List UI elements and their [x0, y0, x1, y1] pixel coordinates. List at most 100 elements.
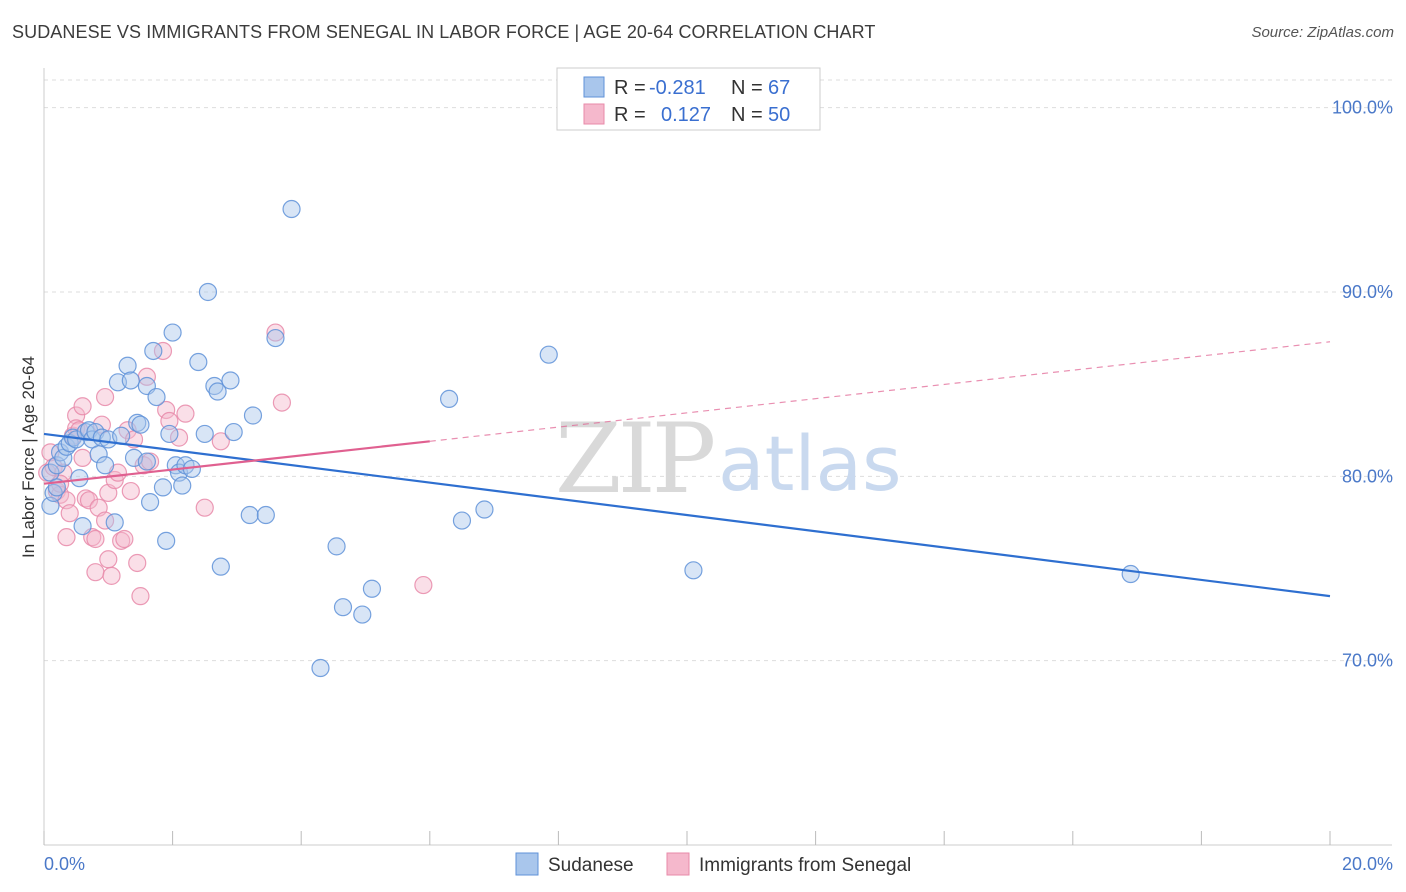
x-tick-label-1: 20.0% [1342, 854, 1393, 874]
bottom-legend-label-sudanese: Sudanese [548, 855, 634, 876]
gridlines [44, 79, 1392, 662]
sudanese-point-56 [311, 658, 330, 678]
senegal-point-39 [153, 341, 173, 361]
sudanese-point-37 [163, 323, 182, 342]
senegal-point-45 [211, 432, 230, 451]
sudanese-point-40 [173, 476, 192, 495]
senegal-point-48 [414, 575, 433, 595]
senegal-point-44 [195, 498, 214, 517]
legend-r-label-1: R = [614, 77, 646, 99]
sudanese-point-51 [240, 505, 259, 525]
sudanese-point-43 [189, 352, 208, 372]
senegal-point-26 [102, 566, 121, 585]
bottom-legend-label-senegal: Immigrants from Senegal [699, 855, 911, 876]
sudanese-point-57 [327, 537, 346, 556]
senegal-point-16 [79, 491, 99, 510]
sudanese-point-32 [144, 341, 163, 361]
senegal-point-6 [57, 528, 76, 547]
sudanese-point-46 [205, 376, 224, 396]
legend-n-label-1: N = [731, 77, 763, 99]
legend-r-label-2: R = [614, 104, 646, 126]
legend-swatch-sudanese [583, 76, 605, 98]
bottom-legend-swatch-senegal [666, 852, 690, 876]
sudanese-point-33 [147, 387, 166, 407]
senegal-point-41 [160, 411, 179, 431]
y-tick-label-1: 80.0% [1342, 466, 1393, 486]
sudanese-point-64 [539, 345, 558, 364]
sudanese-point-31 [140, 493, 160, 512]
legend-r-value-2: 0.127 [661, 104, 711, 126]
sudanese-point-65 [684, 561, 703, 580]
sudanese-point-45 [198, 282, 218, 302]
sudanese-point-44 [195, 424, 214, 444]
senegal-point-18 [86, 529, 105, 549]
y-tick-label-2: 90.0% [1342, 282, 1393, 302]
sudanese-point-29 [137, 452, 156, 471]
sudanese-point-34 [153, 478, 173, 497]
sudanese-point-13 [76, 422, 95, 442]
senegal-point-46 [266, 323, 285, 342]
legend-box: R = -0.281 N = 67 R = 0.127 N = 50 [556, 67, 821, 131]
legend-n-value-2: 50 [768, 104, 790, 126]
chart-source: Source: ZipAtlas.com [1251, 24, 1394, 41]
senegal-point-14 [73, 397, 92, 416]
senegal-point-19 [86, 563, 105, 582]
sudanese-point-66 [1121, 564, 1140, 584]
y-tick-label-3: 100.0% [1332, 98, 1393, 118]
legend-n-label-2: N = [731, 104, 763, 126]
sudanese-point-25 [121, 371, 140, 390]
bottom-legend-swatch-sudanese [515, 852, 539, 876]
sudanese-point-63 [475, 500, 494, 519]
watermark-zip: ZIP [555, 403, 714, 515]
senegal-point-22 [95, 387, 115, 407]
sudanese-point-60 [362, 579, 382, 598]
sudanese-point-2 [44, 483, 63, 503]
watermark-atlas: atlas [718, 419, 902, 508]
legend-n-value-1: 67 [768, 77, 790, 99]
senegal-point-13 [73, 448, 92, 467]
sudanese-point-54 [266, 328, 285, 348]
senegal-trend-line [43, 440, 430, 485]
senegal-point-8 [60, 504, 79, 523]
sudanese-point-58 [333, 598, 353, 617]
senegal-point-15 [76, 489, 95, 508]
legend-swatch-senegal [583, 103, 605, 125]
sudanese-points [41, 199, 1140, 678]
y-axis-label: In Labor Force | Age 20-64 [19, 356, 38, 558]
senegal-point-47 [272, 393, 292, 412]
senegal-point-30 [115, 529, 134, 549]
trend-lines [43, 341, 1331, 598]
sudanese-point-27 [128, 413, 147, 432]
sudanese-point-55 [282, 199, 301, 219]
y-tick-label-0: 70.0% [1342, 651, 1393, 671]
senegal-point-43 [176, 404, 195, 423]
bottom-legend: Sudanese Immigrants from Senegal [515, 852, 911, 876]
sudanese-point-35 [157, 531, 176, 550]
sudanese-point-50 [224, 422, 243, 442]
sudanese-point-23 [112, 426, 131, 445]
senegal-point-24 [99, 550, 118, 569]
legend-r-value-1: -0.281 [649, 77, 706, 99]
senegal-point-34 [128, 553, 147, 573]
senegal-point-40 [157, 400, 176, 420]
sudanese-point-62 [452, 511, 472, 530]
sudanese-point-48 [211, 557, 230, 576]
x-tick-label-0: 0.0% [44, 854, 85, 874]
sudanese-point-53 [256, 505, 275, 525]
watermark: ZIP atlas [555, 403, 902, 515]
sudanese-point-12 [73, 516, 92, 536]
senegal-trend-line-extension [429, 341, 1331, 442]
senegal-point-35 [131, 587, 150, 606]
senegal-point-42 [169, 428, 189, 447]
sudanese-point-47 [208, 382, 227, 401]
sudanese-point-36 [160, 424, 179, 444]
senegal-point-32 [121, 481, 140, 501]
senegal-point-29 [112, 531, 131, 550]
sudanese-point-49 [221, 371, 240, 390]
axes [43, 68, 1392, 846]
sudanese-point-61 [439, 389, 459, 409]
sudanese-point-19 [95, 456, 115, 475]
chart-title: SUDANESE VS IMMIGRANTS FROM SENEGAL IN L… [12, 22, 876, 42]
sudanese-point-52 [243, 406, 263, 425]
